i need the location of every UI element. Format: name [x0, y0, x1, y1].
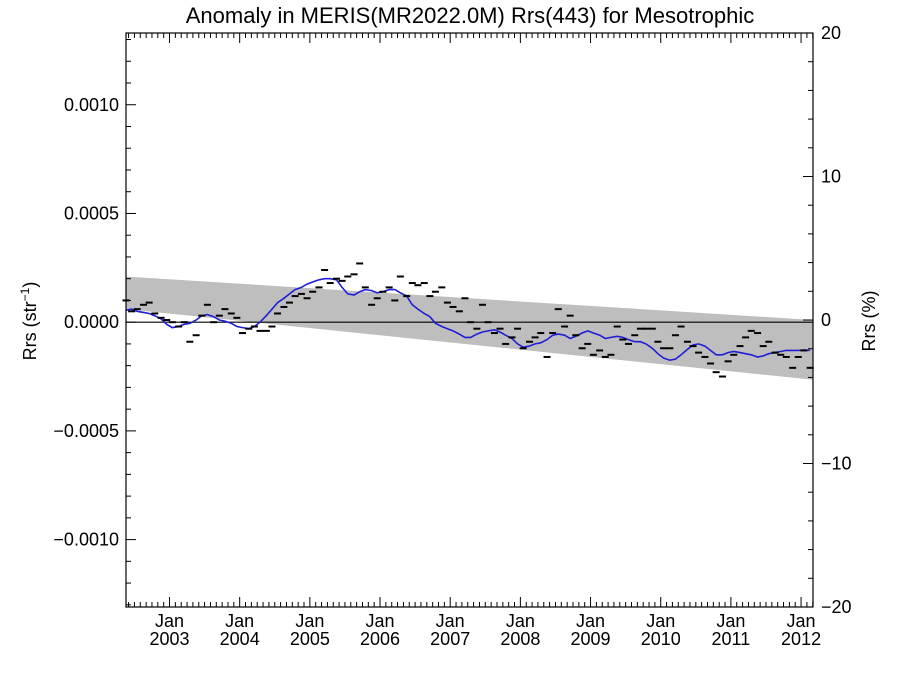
x-axis-layer: Jan2003Jan2004Jan2005Jan2006Jan2007Jan20…	[128, 33, 821, 649]
uncertainty-band	[126, 276, 813, 380]
y-right-tick-label: −20	[821, 597, 852, 617]
y-left-tick-label: −0.0005	[53, 421, 119, 441]
x-tick-year-label: 2012	[781, 629, 821, 649]
y-right-tick-label: −10	[821, 454, 852, 474]
y-left-tick-label: 0.0000	[64, 312, 119, 332]
x-tick-month-label: Jan	[295, 611, 324, 631]
y-left-tick-label: −0.0010	[53, 530, 119, 550]
x-tick-year-label: 2007	[430, 629, 470, 649]
x-tick-year-label: 2006	[360, 629, 400, 649]
y-axis-right-title: Rrs (%)	[859, 291, 879, 352]
x-tick-year-label: 2003	[149, 629, 189, 649]
chart-title: Anomaly in MERIS(MR2022.0M) Rrs(443) for…	[185, 3, 755, 28]
y-axis-left-title: Rrs (str−1)	[18, 282, 40, 361]
x-tick-month-label: Jan	[646, 611, 675, 631]
x-tick-month-label: Jan	[576, 611, 605, 631]
running-mean-layer	[125, 277, 811, 362]
x-tick-year-label: 2004	[220, 629, 260, 649]
right-axis-layer: 20 10 0 −10 −20	[803, 23, 852, 617]
x-tick-year-label: 2010	[641, 629, 681, 649]
y-right-tick-label: 20	[821, 23, 841, 43]
x-tick-year-label: 2008	[500, 629, 540, 649]
x-tick-month-label: Jan	[366, 611, 395, 631]
monthly-anomaly-layer	[122, 262, 814, 378]
y-left-tick-label: 0.0010	[64, 95, 119, 115]
left-axis-layer: 0.0010 0.0005 0.0000 −0.0005 −0.0010	[53, 39, 136, 606]
x-tick-year-label: 2011	[712, 629, 751, 649]
running-mean-line	[125, 277, 811, 362]
x-tick-month-label: Jan	[225, 611, 254, 631]
x-tick-year-label: 2005	[290, 629, 330, 649]
x-tick-month-label: Jan	[716, 611, 745, 631]
x-tick-month-label: Jan	[506, 611, 535, 631]
y-left-tick-label: 0.0005	[64, 203, 119, 223]
x-tick-year-label: 2009	[571, 629, 611, 649]
x-tick-month-label: Jan	[436, 611, 465, 631]
uncertainty-band-layer	[126, 276, 813, 380]
x-tick-month-label: Jan	[787, 611, 816, 631]
y-right-tick-label: 10	[821, 167, 841, 187]
y-right-tick-label: 0	[821, 310, 831, 330]
x-tick-month-label: Jan	[155, 611, 184, 631]
